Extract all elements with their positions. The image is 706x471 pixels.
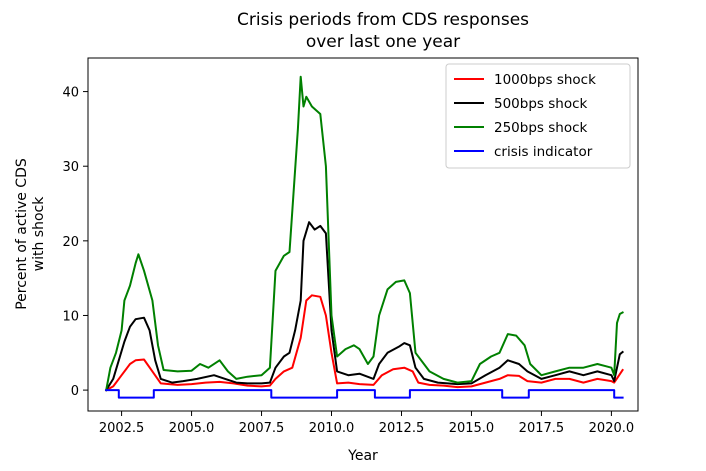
- plot-area: [104, 75, 625, 399]
- y-axis-label-line-1: Percent of active CDS: [14, 158, 30, 310]
- plot-frame: [87, 57, 639, 412]
- legend-label: 500bps shock: [494, 96, 588, 112]
- y-tick-label: 10: [62, 309, 79, 324]
- legend-label: 250bps shock: [494, 120, 588, 136]
- y-tick-label: 30: [62, 160, 79, 175]
- series-line-250bps-shock: [105, 75, 624, 392]
- x-tick-label: 2002.5: [99, 421, 145, 436]
- x-axis-label: Year: [347, 448, 378, 464]
- y-tick-label: 0: [71, 384, 79, 399]
- x-tick-label: 2007.5: [239, 421, 285, 436]
- legend-label: 1000bps shock: [494, 72, 596, 88]
- chart-title-line-2: over last one year: [306, 32, 460, 52]
- x-tick-label: 2012.5: [379, 421, 425, 436]
- series-line-crisis-indicator: [105, 389, 624, 399]
- x-axis: 2002.5 2005.0 2007.5 2010.0 2012.5 2015.0 2017…: [99, 411, 634, 436]
- x-tick-label: 2015.0: [449, 421, 495, 436]
- y-axis: 0 10 20 30 40: [62, 86, 88, 399]
- legend-label: crisis indicator: [494, 144, 593, 160]
- x-tick-label: 2010.0: [309, 421, 355, 436]
- x-tick-label: 2005.0: [169, 421, 215, 436]
- y-tick-label: 20: [62, 235, 79, 250]
- legend-box: [445, 63, 631, 169]
- y-axis-label: Percent of active CDS with shock: [14, 158, 47, 310]
- y-axis-label-line-2: with shock: [31, 196, 47, 272]
- y-tick-label: 40: [62, 86, 79, 101]
- series-line-500bps-shock: [104, 221, 625, 392]
- legend: 1000bps shock 500bps shock 250bps shock cri…: [445, 63, 631, 169]
- x-tick-label: 2017.5: [519, 421, 565, 436]
- series-line-1000bps-shock: [104, 294, 624, 392]
- x-tick-label: 2020.0: [589, 421, 635, 436]
- chart-title-line-1: Crisis periods from CDS responses: [237, 10, 529, 30]
